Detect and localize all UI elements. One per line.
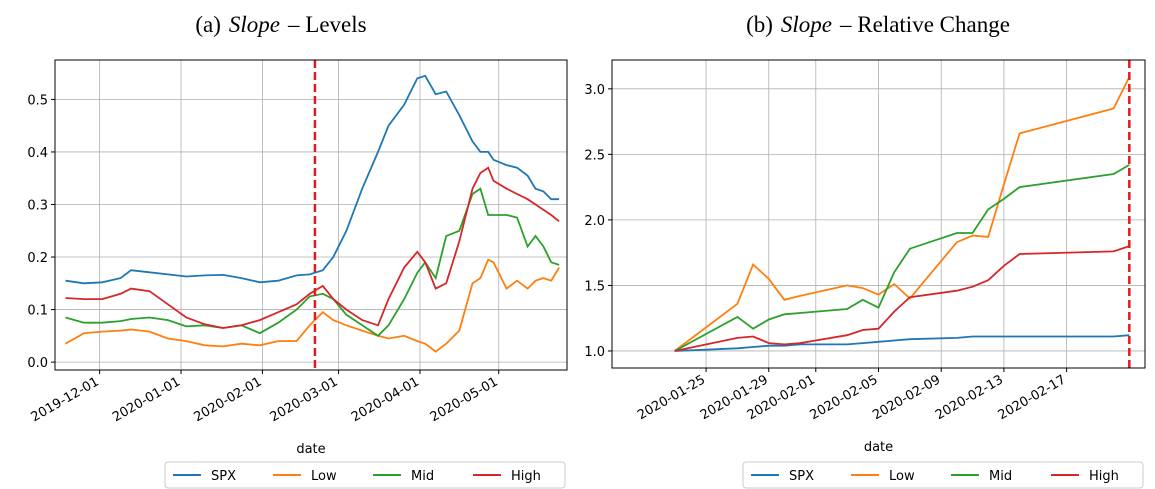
legend-label: Mid [411,469,434,484]
y-tick-label: 1.5 [584,279,605,294]
plot-frame [54,59,568,371]
x-axis-label: date [864,440,893,455]
x-tick-label: 2019-12-01 [29,374,102,425]
y-tick-label: 0.5 [27,93,48,108]
title-label: (a) [195,12,221,37]
legend-label: Mid [989,469,1012,484]
x-tick-label: 2020-02-09 [870,372,943,423]
y-tick-label: 0.4 [27,146,48,161]
y-tick-label: 0.2 [27,251,48,266]
title-text: – Relative Change [839,12,1010,37]
y-tick-label: 1.0 [584,345,605,360]
series-line [674,164,1130,352]
x-tick-label: 2020-02-05 [808,372,881,423]
x-tick-label: 2020-02-13 [933,372,1006,423]
y-tick-label: 0.1 [27,304,48,319]
title-text: – Levels [287,12,367,37]
series-line [674,334,1130,352]
x-tick-label: 2020-01-01 [110,374,183,425]
x-tick-label: 2020-05-01 [428,374,501,425]
legend-label: SPX [211,469,236,484]
series-line [65,166,560,329]
legend-label: SPX [789,469,814,484]
y-tick-label: 0.3 [27,198,48,213]
title-italic: Slope [229,12,280,37]
x-tick-label: 2020-01-25 [635,372,708,423]
x-tick-label: 2020-04-01 [349,374,422,425]
series-line [674,245,1130,352]
y-tick-label: 2.5 [584,148,605,163]
series-line [674,76,1131,352]
plot-frame [611,59,1146,369]
x-tick-label: 2020-02-17 [996,372,1069,423]
y-tick-label: 3.0 [584,83,605,98]
series-line [65,258,560,353]
title-italic: Slope [781,12,832,37]
y-tick-label: 2.0 [584,214,605,229]
series-line [65,74,560,285]
legend-box [742,461,1144,489]
legend-label: High [511,469,541,484]
x-tick-label: 2020-03-01 [268,374,341,425]
legend-label: Low [889,469,915,484]
chart-title: (a) Slope – Levels [195,12,366,37]
x-axis-label: date [296,442,325,457]
legend-box [164,461,566,489]
series-line [65,187,560,337]
chart-title: (b) Slope – Relative Change [746,12,1010,37]
legend-label: Low [311,469,337,484]
y-tick-label: 0.0 [27,356,48,371]
title-label: (b) [746,12,773,37]
legend-label: High [1089,469,1119,484]
x-tick-label: 2020-02-01 [191,374,264,425]
